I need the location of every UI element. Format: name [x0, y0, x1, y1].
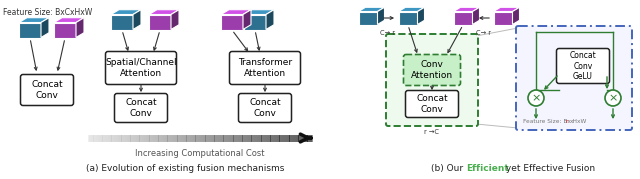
Polygon shape	[454, 7, 479, 11]
Polygon shape	[54, 18, 84, 23]
Text: ×: ×	[531, 93, 541, 103]
FancyBboxPatch shape	[115, 93, 168, 122]
Polygon shape	[133, 10, 141, 30]
Circle shape	[528, 90, 544, 106]
Text: C→ r: C→ r	[381, 30, 396, 36]
Polygon shape	[19, 23, 41, 37]
Polygon shape	[358, 11, 378, 25]
FancyBboxPatch shape	[386, 34, 478, 126]
Polygon shape	[243, 10, 251, 30]
Text: r: r	[566, 119, 568, 124]
Polygon shape	[41, 18, 49, 37]
Text: Concat
Conv: Concat Conv	[31, 80, 63, 100]
FancyBboxPatch shape	[20, 74, 74, 105]
Polygon shape	[493, 11, 513, 25]
Text: Conv
Attention: Conv Attention	[411, 60, 453, 80]
FancyBboxPatch shape	[239, 93, 291, 122]
Circle shape	[605, 90, 621, 106]
Polygon shape	[513, 7, 520, 25]
Text: yet Effective Fusion: yet Effective Fusion	[503, 164, 595, 173]
Text: Concat
Conv: Concat Conv	[416, 94, 448, 114]
Polygon shape	[417, 7, 424, 25]
Text: C→ r: C→ r	[476, 30, 490, 36]
Polygon shape	[19, 18, 49, 23]
Text: Concat
Conv: Concat Conv	[249, 98, 281, 118]
Polygon shape	[111, 14, 133, 30]
FancyBboxPatch shape	[557, 49, 609, 83]
Polygon shape	[266, 10, 274, 30]
FancyBboxPatch shape	[230, 52, 301, 84]
Text: r →C: r →C	[424, 129, 440, 135]
Text: (b) Our: (b) Our	[431, 164, 466, 173]
Polygon shape	[111, 10, 141, 14]
Polygon shape	[454, 11, 472, 25]
Text: Feature Size: Bx: Feature Size: Bx	[523, 119, 571, 124]
Polygon shape	[399, 7, 424, 11]
Polygon shape	[244, 14, 266, 30]
Polygon shape	[493, 7, 520, 11]
FancyBboxPatch shape	[106, 52, 177, 84]
Polygon shape	[472, 7, 479, 25]
Polygon shape	[149, 14, 171, 30]
Text: Spatial/Channel
Attention: Spatial/Channel Attention	[105, 58, 177, 78]
Polygon shape	[76, 18, 84, 37]
Text: Feature Size: BxCxHxW: Feature Size: BxCxHxW	[3, 8, 92, 17]
Polygon shape	[244, 10, 274, 14]
FancyBboxPatch shape	[406, 91, 458, 117]
Polygon shape	[54, 23, 76, 37]
Polygon shape	[171, 10, 179, 30]
Text: xHxW: xHxW	[570, 119, 588, 124]
Text: Concat
Conv: Concat Conv	[125, 98, 157, 118]
Text: Increasing Computational Cost: Increasing Computational Cost	[135, 149, 265, 158]
Text: Transformer
Attention: Transformer Attention	[238, 58, 292, 78]
Text: Efficient: Efficient	[466, 164, 509, 173]
Polygon shape	[378, 7, 385, 25]
Text: ×: ×	[608, 93, 618, 103]
Polygon shape	[221, 10, 251, 14]
Polygon shape	[221, 14, 243, 30]
Polygon shape	[149, 10, 179, 14]
Polygon shape	[358, 7, 385, 11]
Text: Concat
Conv
GeLU: Concat Conv GeLU	[570, 51, 596, 81]
FancyBboxPatch shape	[403, 54, 461, 86]
Polygon shape	[399, 11, 417, 25]
FancyBboxPatch shape	[516, 26, 632, 130]
Text: (a) Evolution of existing fusion mechanisms: (a) Evolution of existing fusion mechani…	[86, 164, 284, 173]
